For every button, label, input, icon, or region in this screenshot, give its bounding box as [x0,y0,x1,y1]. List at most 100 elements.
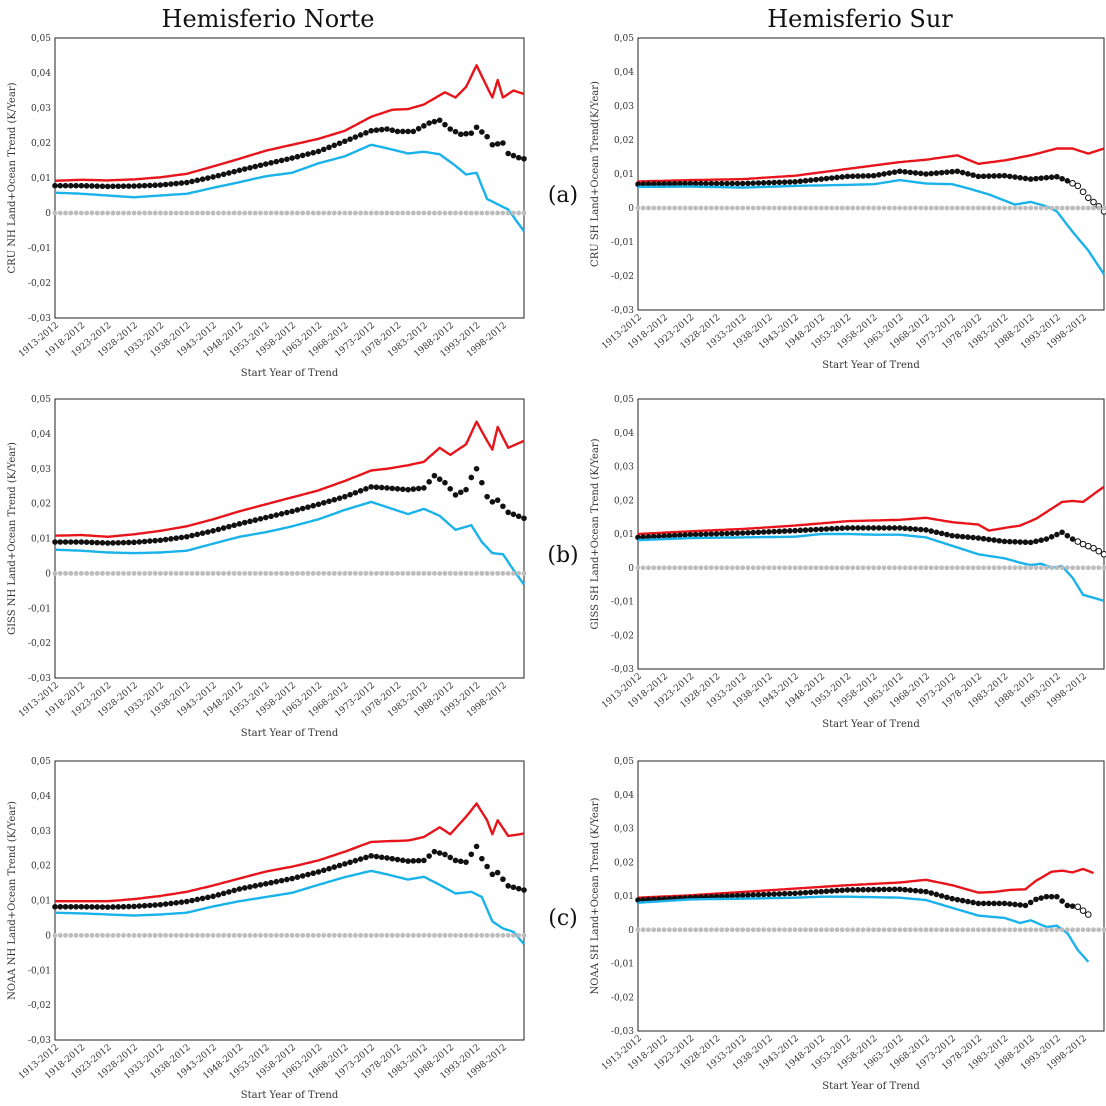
zero-line-dot [918,205,924,211]
trend-dot [755,529,762,536]
zero-line-dot [682,205,688,211]
zero-line-dot [321,932,327,938]
zero-line-dot [719,205,725,211]
trend-dot [315,148,322,155]
zero-line-dot [210,210,216,216]
trend-dot [326,865,332,872]
trend-dot [189,532,195,539]
zero-line-dot [981,565,986,571]
zero-line-dot [756,565,761,571]
trend-dot [635,534,641,541]
trend-dot [136,903,143,909]
trend-dot [949,168,955,175]
trend-dot [373,484,380,491]
trend-dot [797,890,804,896]
zero-line-dot [310,932,316,938]
trend-dot [787,528,793,534]
zero-line-dot [850,205,856,211]
trend-dot [215,172,222,179]
trend-dot [73,182,79,189]
trend-dot [839,525,846,531]
trend-dot [954,533,961,539]
zero-line-dot [437,932,443,938]
trend-dot [473,465,480,472]
trend-dot [938,893,945,899]
trend-dot [99,183,106,190]
trend-dot [718,530,725,537]
zero-line-dot [756,927,761,933]
trend-dot [442,121,448,128]
zero-line-dot [724,565,730,571]
zero-line-dot [468,210,474,216]
zero-line-dot [310,570,316,576]
zero-line-dot [1012,927,1018,933]
trend-dot [463,859,469,865]
zero-line-dot [881,927,887,933]
y-axis-label: CRU SH Land+Ocean Trend(K/Year) [590,81,601,267]
trend-dot [844,887,851,893]
zero-line-dot [808,927,814,933]
zero-line-dot [824,927,829,933]
trend-dot [104,540,111,546]
zero-line-dot [136,210,142,216]
trend-dot [162,536,169,543]
trend-dot-hollow [1074,538,1082,545]
trend-dot [865,173,872,179]
zero-line-dot [1075,927,1081,933]
zero-line-dot [954,927,960,933]
zero-line-dot [479,570,485,576]
trend-dot [199,895,206,902]
zero-line-dot [168,210,174,216]
zero-line-dot [100,210,105,216]
trend-dot [252,883,259,889]
zero-line-dot [1012,205,1018,211]
zero-line-dot [703,205,709,211]
zero-line-dot [871,565,877,571]
zero-line-dot [121,932,126,938]
zero-line-dot [110,210,116,216]
x-axis-label: Start Year of Trend [241,368,339,379]
trend-dot [500,503,506,510]
y-tick-label: -0,02 [28,1001,51,1011]
zero-line-dot [389,210,395,216]
trend-dot [661,181,667,187]
zero-line-dot [1064,565,1070,571]
trend-dot [886,525,893,531]
trend-dot [1043,893,1050,900]
trend-dot [891,886,898,893]
trend-dot [115,183,122,190]
trend-dot [68,903,74,910]
zero-line-dot [687,927,693,933]
trend-dot [923,171,929,177]
zero-line-dot [179,932,184,938]
zero-line-dot [115,210,121,216]
zero-line-dot [200,932,205,938]
zero-line-dot [824,205,829,211]
zero-line-dot [829,927,835,933]
trend-dot [479,855,485,862]
panel-label-a: (a) [548,183,578,208]
zero-line-dot [1064,205,1070,211]
zero-line-dot [1002,565,1007,571]
trend-dot [1064,178,1071,184]
trend-dot [828,888,835,894]
series-line-lower [54,143,525,232]
trend-dot [1038,895,1044,901]
trend-dot [1048,174,1055,180]
zero-line-dot [776,565,782,571]
trend-dot [284,876,290,883]
zero-line-dot [661,565,667,571]
trend-dot [677,180,683,187]
zero-line-dot [300,570,306,576]
zero-line-dot [975,565,981,571]
zero-line-dot [808,205,814,211]
trend-dot [131,183,137,189]
zero-line-dot [126,932,132,938]
zero-line-dot [1080,205,1086,211]
zero-line-dot [860,565,866,571]
zero-line-dot [672,927,678,933]
zero-line-dot [368,932,374,938]
trend-dot [447,486,454,492]
trend-dot [802,889,809,896]
zero-line-dot [484,570,490,576]
